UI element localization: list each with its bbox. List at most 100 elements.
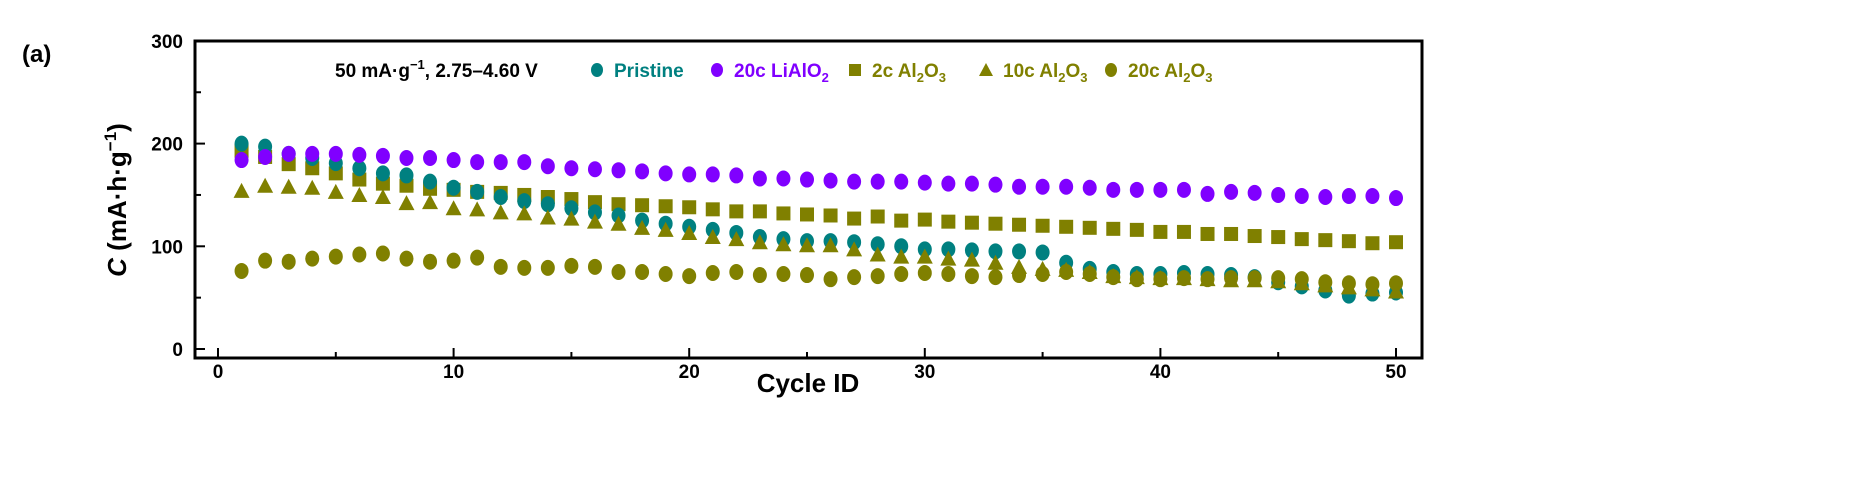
data-point-3-20 (681, 224, 698, 240)
data-point-2-48 (1341, 234, 1356, 249)
data-point-0-1 (234, 135, 249, 152)
data-point-4-36 (1059, 263, 1074, 280)
data-point-4-45 (1271, 270, 1286, 287)
data-point-3-27 (846, 241, 863, 257)
data-point-4-40 (1153, 271, 1168, 288)
data-point-2-33 (988, 216, 1003, 231)
data-point-4-39 (1129, 271, 1144, 288)
data-point-2-32 (964, 215, 979, 230)
data-point-4-27 (847, 269, 862, 286)
data-point-4-41 (1176, 270, 1191, 287)
data-point-2-28 (870, 209, 885, 224)
data-point-0-28 (870, 236, 885, 253)
data-point-4-26 (823, 271, 838, 288)
data-point-3-18 (634, 219, 651, 235)
data-point-4-1 (234, 262, 249, 279)
data-point-1-19 (658, 165, 673, 182)
data-point-1-45 (1271, 186, 1286, 203)
data-point-1-35 (1035, 178, 1050, 195)
data-point-4-32 (964, 268, 979, 285)
panel-label: (a) (22, 41, 51, 68)
data-point-3-4 (304, 179, 321, 195)
data-point-2-44 (1247, 229, 1262, 244)
data-point-2-25 (800, 207, 814, 222)
data-point-3-19 (657, 221, 674, 237)
data-point-1-12 (493, 154, 508, 171)
data-point-3-1 (233, 182, 250, 198)
data-point-4-9 (423, 253, 438, 270)
data-point-4-18 (635, 263, 650, 280)
data-point-2-34 (1012, 217, 1027, 232)
legend: Pristine 20c LiAlO2 2c Al2O3 10c Al2O3 20c A… (591, 61, 1213, 85)
data-point-1-5 (328, 145, 343, 162)
data-point-0-29 (894, 238, 909, 255)
data-point-1-2 (258, 148, 273, 165)
data-point-3-29 (893, 248, 910, 264)
data-point-0-34 (1012, 243, 1027, 260)
x-tick-label: 20 (679, 362, 700, 383)
legend-label-4: 20c Al2O3 (1128, 61, 1213, 85)
data-point-2-45 (1271, 230, 1286, 245)
data-point-2-47 (1318, 233, 1333, 248)
data-point-3-5 (327, 183, 344, 199)
x-tick-label: 0 (213, 362, 224, 383)
data-point-4-4 (305, 250, 320, 267)
data-point-4-16 (587, 258, 602, 275)
data-point-1-36 (1059, 178, 1074, 195)
data-point-2-43 (1224, 226, 1239, 241)
data-point-3-6 (351, 186, 368, 202)
data-point-2-6 (352, 172, 367, 187)
y-tick-label: 300 (151, 32, 183, 53)
data-point-1-33 (988, 176, 1003, 193)
data-point-1-25 (800, 171, 814, 188)
data-point-0-15 (564, 200, 579, 217)
data-point-1-41 (1176, 181, 1191, 198)
data-point-1-44 (1247, 184, 1262, 201)
data-point-0-10 (446, 179, 461, 196)
data-point-1-37 (1082, 179, 1097, 196)
legend-label-3: 10c Al2O3 (1003, 61, 1088, 85)
data-point-1-43 (1224, 183, 1239, 200)
data-point-1-27 (847, 173, 862, 190)
data-point-1-18 (635, 163, 650, 180)
data-point-2-42 (1200, 226, 1215, 241)
data-point-3-10 (445, 200, 462, 216)
data-point-3-16 (586, 213, 603, 229)
data-point-4-2 (258, 252, 273, 269)
data-point-3-9 (422, 194, 439, 210)
data-point-0-13 (517, 193, 532, 210)
data-point-4-37 (1082, 266, 1097, 283)
data-point-2-19 (658, 199, 673, 214)
data-point-3-8 (398, 195, 415, 211)
data-point-4-42 (1200, 271, 1215, 288)
data-point-3-31 (940, 250, 957, 266)
data-point-0-33 (988, 243, 1003, 260)
data-point-3-23 (751, 234, 768, 250)
data-point-1-29 (894, 173, 909, 190)
data-point-1-49 (1365, 187, 1380, 204)
data-point-1-46 (1294, 187, 1309, 204)
data-point-1-13 (517, 154, 532, 171)
data-point-1-21 (705, 166, 720, 183)
data-point-1-32 (964, 175, 979, 192)
data-point-2-22 (729, 204, 744, 219)
y-label-units: (mA·h·g (102, 151, 132, 258)
data-point-1-38 (1106, 181, 1121, 198)
data-point-1-7 (375, 147, 390, 164)
x-tick-label: 10 (443, 362, 464, 383)
data-point-2-35 (1035, 218, 1050, 233)
y-tick-label: 0 (172, 340, 183, 361)
data-point-1-3 (281, 145, 296, 162)
condition-sup: −1 (410, 57, 425, 72)
data-point-1-23 (752, 170, 767, 187)
data-point-3-26 (822, 237, 839, 253)
data-point-2-38 (1106, 221, 1121, 236)
y-label-end: ) (102, 123, 132, 132)
data-point-0-12 (493, 189, 508, 206)
data-point-2-50 (1389, 235, 1403, 250)
data-point-1-30 (917, 174, 932, 191)
data-point-1-42 (1200, 185, 1215, 202)
data-point-4-13 (517, 259, 532, 276)
data-point-3-24 (775, 236, 792, 252)
data-point-4-17 (611, 263, 626, 280)
